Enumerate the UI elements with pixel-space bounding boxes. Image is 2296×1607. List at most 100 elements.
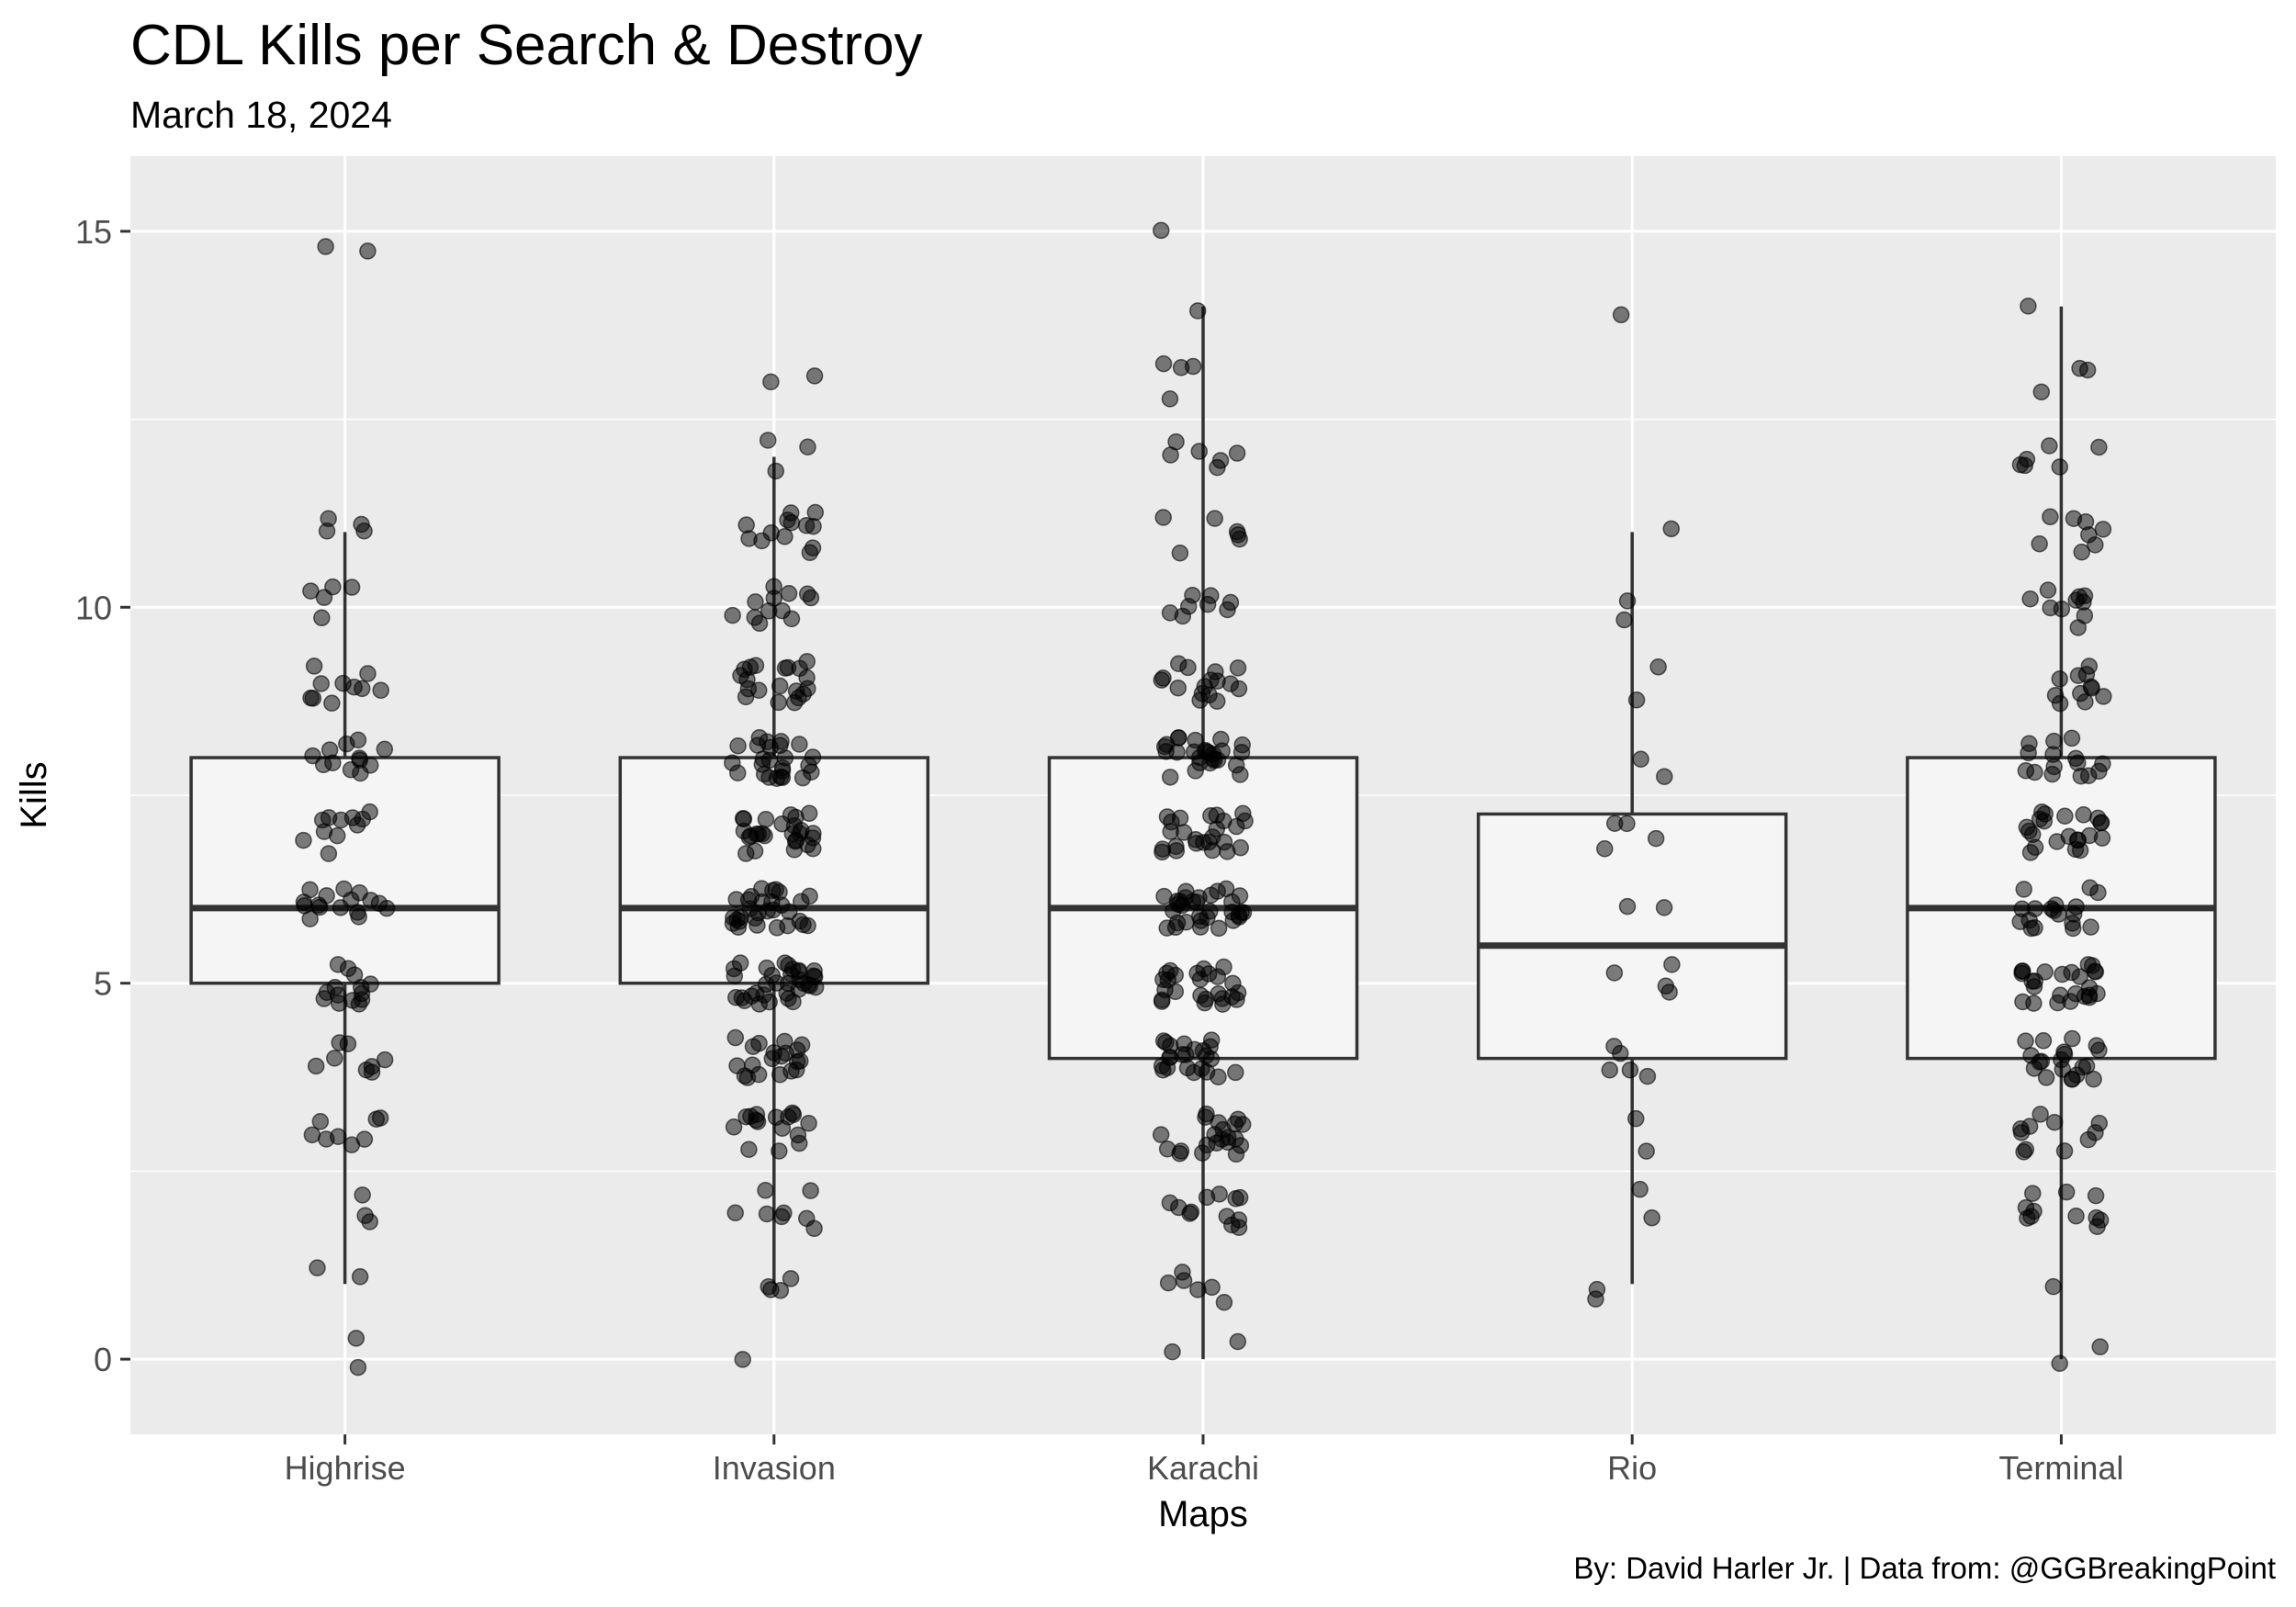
data-point (2037, 1069, 2055, 1086)
data-point (2079, 767, 2098, 784)
data-point (2022, 1208, 2040, 1225)
data-point (1157, 743, 1175, 760)
data-point (353, 515, 370, 534)
chart-caption: By: David Harler Jr. | Data from: @GGBre… (1573, 1551, 2276, 1585)
data-point (1234, 804, 1252, 823)
data-point (740, 1141, 758, 1158)
data-point (2055, 1043, 2073, 1061)
data-point (791, 912, 809, 930)
data-point (2020, 744, 2037, 762)
data-point (760, 751, 779, 770)
data-point (2080, 657, 2099, 675)
data-point (725, 960, 743, 978)
data-point (1615, 611, 1633, 629)
data-point (1171, 809, 1189, 827)
data-point (735, 810, 753, 828)
data-point (729, 764, 747, 781)
data-point (2032, 1052, 2051, 1071)
data-point (1655, 899, 1673, 916)
data-point (1154, 843, 1171, 861)
data-point (1228, 444, 1246, 462)
data-point (2057, 1183, 2076, 1201)
data-point (354, 1186, 371, 1204)
data-point (1153, 1057, 1171, 1075)
data-point (2017, 762, 2035, 780)
data-point (1206, 510, 1223, 527)
data-point (737, 516, 755, 534)
box-invasion (618, 756, 930, 985)
data-point (1161, 769, 1179, 786)
data-point (309, 1259, 326, 1276)
data-point (802, 1182, 819, 1199)
data-point (2079, 1130, 2098, 1149)
y-tick-label: 5 (94, 965, 112, 1003)
data-point (1210, 919, 1228, 938)
data-point (1205, 751, 1223, 770)
data-point (1188, 964, 1206, 983)
data-point (1161, 390, 1179, 408)
data-point (2025, 995, 2043, 1012)
data-point (2094, 521, 2112, 538)
data-point (343, 579, 361, 596)
data-point (1188, 302, 1207, 320)
data-point (2041, 437, 2058, 455)
data-point (771, 883, 788, 901)
data-point (759, 432, 777, 449)
data-point (778, 984, 796, 1002)
data-point (1200, 686, 1218, 704)
data-point (2018, 450, 2036, 468)
data-point (2043, 900, 2061, 917)
data-point (791, 736, 808, 753)
data-point (1152, 1126, 1170, 1143)
data-point (2081, 879, 2099, 896)
data-point (799, 680, 816, 698)
data-point (1618, 592, 1637, 610)
y-axis-title: Kills (14, 761, 54, 828)
data-point (1631, 1180, 1649, 1198)
data-point (1223, 893, 1241, 911)
data-point (2082, 678, 2100, 696)
data-point (1175, 1272, 1193, 1289)
axes: 0 5 10 15 Highrise Invasion Karachi Rio Terminal (75, 213, 2123, 1487)
data-point (1161, 604, 1179, 622)
data-point (1638, 1067, 1657, 1085)
data-point (1177, 913, 1195, 931)
data-point (782, 504, 800, 522)
data-point (310, 896, 328, 914)
data-point (757, 1182, 774, 1199)
data-point (2064, 1029, 2081, 1048)
y-tick-label: 15 (75, 213, 112, 251)
data-point (307, 1057, 325, 1075)
data-point (767, 462, 784, 480)
data-point (371, 1109, 389, 1127)
data-point (1231, 908, 1248, 926)
data-point (1643, 1208, 1660, 1227)
data-point (2049, 994, 2066, 1012)
data-point (2063, 963, 2080, 982)
data-point (1161, 961, 1179, 980)
data-point (1198, 1136, 1216, 1154)
data-point (1167, 433, 1185, 451)
data-point (1201, 1038, 1219, 1056)
data-point (313, 609, 331, 627)
data-point (2087, 536, 2104, 554)
data-point (737, 845, 755, 862)
data-point (1171, 545, 1189, 562)
data-point (1169, 679, 1187, 697)
data-point (2077, 693, 2094, 711)
data-point (1627, 691, 1646, 709)
data-point (323, 694, 341, 712)
data-point (2075, 806, 2092, 824)
data-point (1189, 1281, 1207, 1298)
data-point (788, 1052, 806, 1071)
data-point (1203, 1278, 1221, 1297)
data-point (772, 1047, 791, 1065)
data-point (317, 238, 334, 255)
data-point (2014, 962, 2032, 980)
data-point (2090, 1041, 2108, 1059)
data-point (1605, 815, 1624, 832)
data-point (776, 954, 793, 972)
data-point (2056, 807, 2074, 826)
x-tick-label: Invasion (713, 1449, 836, 1487)
data-point (2073, 544, 2090, 561)
